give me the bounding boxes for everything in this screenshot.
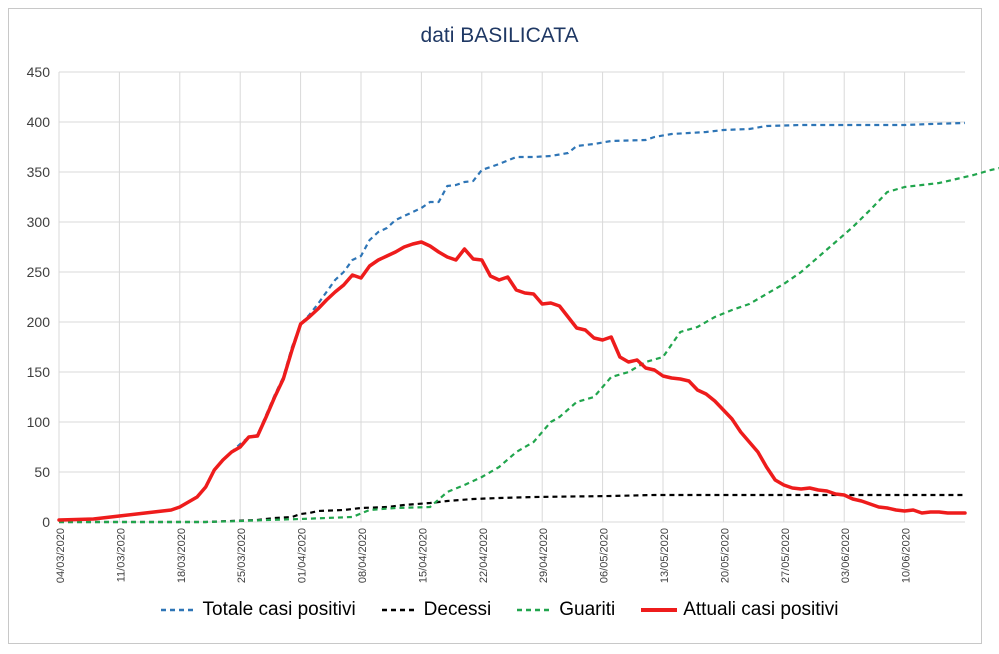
legend-swatch xyxy=(641,608,678,612)
x-tick-label: 27/05/2020 xyxy=(780,528,792,583)
y-tick-label: 200 xyxy=(27,314,51,330)
legend-label: Decessi xyxy=(423,599,492,620)
x-tick-label: 29/04/2020 xyxy=(538,528,550,583)
legend-item: Decessi xyxy=(381,599,492,621)
y-tick-label: 0 xyxy=(42,514,50,530)
legend-swatch xyxy=(517,608,554,612)
chart-frame xyxy=(8,8,982,644)
x-tick-label: 04/03/2020 xyxy=(55,528,67,583)
series-line-3 xyxy=(57,240,967,522)
grid-lines xyxy=(58,71,965,523)
x-tick-label: 22/04/2020 xyxy=(478,528,490,583)
x-tick-label: 08/04/2020 xyxy=(357,528,369,583)
y-tick-label: 300 xyxy=(27,214,51,230)
x-tick-label: 13/05/2020 xyxy=(659,528,671,583)
legend-item: Attuali casi positivi xyxy=(641,599,838,621)
y-tick-label: 350 xyxy=(27,164,51,180)
x-tick-label: 10/06/2020 xyxy=(901,528,913,583)
y-tick-label: 250 xyxy=(27,264,51,280)
legend-swatch xyxy=(381,608,418,612)
series-lines xyxy=(57,121,999,524)
legend-item: Totale casi positivi xyxy=(160,599,356,621)
chart-title: dati BASILICATA xyxy=(420,24,579,47)
x-tick-label: 15/04/2020 xyxy=(417,528,429,583)
y-tick-label: 150 xyxy=(27,364,51,380)
legend: Totale casi positivi Decessi Guariti Attual… xyxy=(0,599,999,621)
legend-item: Guariti xyxy=(517,599,615,621)
x-tick-label: 25/03/2020 xyxy=(236,528,248,583)
line-chart: 0 50 100 150 200 250 300 350 400 450 04/03/2020 11… xyxy=(27,64,999,583)
legend-label: Guariti xyxy=(559,599,616,620)
y-tick-label: 450 xyxy=(27,64,51,80)
x-tick-label: 01/04/2020 xyxy=(297,528,309,583)
x-tick-label: 06/05/2020 xyxy=(599,528,611,583)
y-tick-label: 100 xyxy=(27,414,51,430)
x-tick-label: 03/06/2020 xyxy=(840,528,852,583)
series-line-2 xyxy=(59,166,999,524)
x-tick-label: 20/05/2020 xyxy=(719,528,731,583)
legend-swatch xyxy=(160,608,197,612)
y-tick-label: 400 xyxy=(27,114,51,130)
x-tick-label: 18/03/2020 xyxy=(176,528,188,583)
y-tick-label: 50 xyxy=(34,464,50,480)
legend-label: Totale casi positivi xyxy=(202,599,356,620)
y-axis-ticks: 0 50 100 150 200 250 300 350 400 450 xyxy=(27,64,51,530)
legend-label: Attuali casi positivi xyxy=(683,599,839,620)
x-tick-label: 11/03/2020 xyxy=(115,528,127,582)
x-axis-ticks: 04/03/2020 11/03/2020 18/03/2020 25/03/2020… xyxy=(55,528,913,583)
